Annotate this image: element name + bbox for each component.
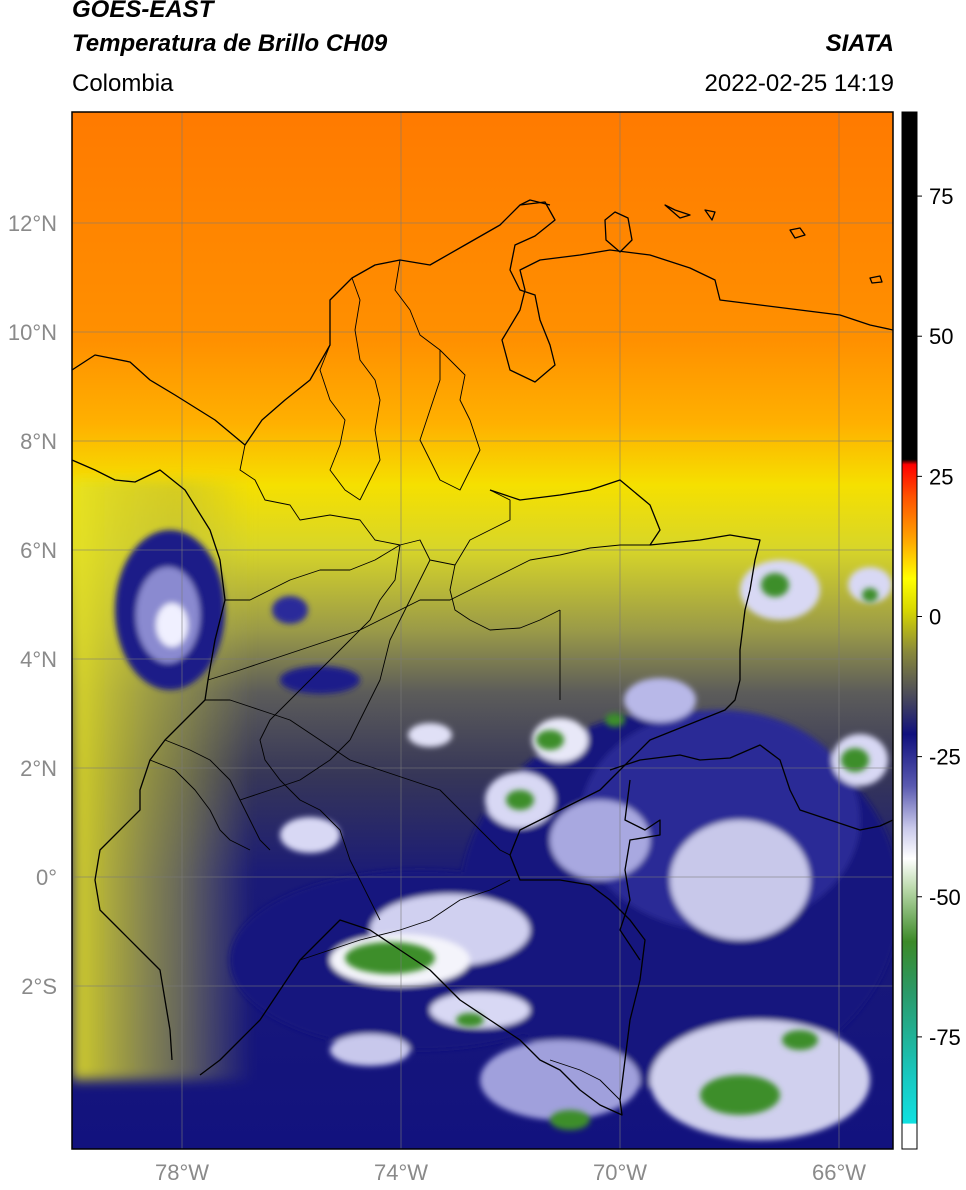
- colorbar-tick-label: 75: [929, 184, 953, 209]
- map-frame: [71, 111, 894, 1150]
- lat-tick-label: 0°: [36, 865, 57, 890]
- lon-tick-label: 70°W: [593, 1160, 647, 1185]
- lon-tick-label: 78°W: [155, 1160, 209, 1185]
- colorbar-gradient: [901, 111, 918, 1150]
- lat-tick-label: 10°N: [8, 320, 57, 345]
- title-product: Temperatura de Brillo CH09: [72, 30, 388, 57]
- title-satellite: GOES-EAST: [72, 0, 214, 23]
- internal-boundaries: [149, 259, 650, 1101]
- colorbar-tick-label: 0: [929, 604, 941, 629]
- graticule: [72, 112, 893, 1149]
- datetime-label: 2022-02-25 14:19: [704, 70, 895, 97]
- lat-tick-label: 2°S: [21, 974, 57, 999]
- brand-label: SIATA: [825, 30, 894, 57]
- lon-tick-label: 66°W: [812, 1160, 866, 1185]
- colorbar-tick-label: 50: [929, 324, 953, 349]
- lon-tick-label: 74°W: [374, 1160, 428, 1185]
- satellite-image: [72, 112, 893, 1149]
- colorbar-tick-label: -25: [929, 745, 961, 770]
- region-label: Colombia: [72, 70, 174, 97]
- colorbar: 75 50 25 0 -25 -50 -75: [901, 111, 961, 1150]
- lat-tick-label: 8°N: [20, 429, 57, 454]
- lat-axis: 12°N 10°N 8°N 6°N 4°N 2°N 0° 2°S: [8, 211, 57, 999]
- colorbar-tick-label: -50: [929, 885, 961, 910]
- lat-tick-label: 6°N: [20, 538, 57, 563]
- lat-tick-label: 4°N: [20, 647, 57, 672]
- coastlines-borders: [72, 199, 893, 1116]
- cold-cores: [345, 573, 878, 1130]
- colorbar-tick-label: 25: [929, 464, 953, 489]
- lat-tick-label: 12°N: [8, 211, 57, 236]
- lon-axis: 78°W 74°W 70°W 66°W: [155, 1160, 866, 1185]
- colorbar-tick-label: -75: [929, 1025, 961, 1050]
- cloud-tops: [115, 530, 893, 1140]
- lat-tick-label: 2°N: [20, 756, 57, 781]
